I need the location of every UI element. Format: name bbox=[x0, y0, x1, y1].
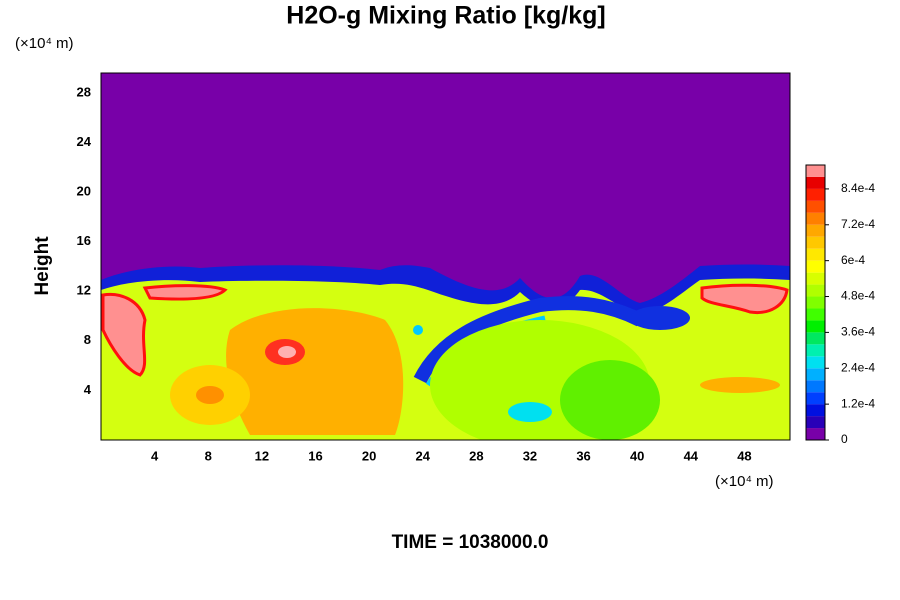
colorbar-tick-label: 8.4e-4 bbox=[841, 181, 875, 195]
y-unit: (×10⁴ m) bbox=[15, 35, 74, 52]
x-unit: (×10⁴ m) bbox=[715, 473, 774, 490]
colorbar-tick-label: 0 bbox=[841, 432, 848, 446]
x-tick-label: 20 bbox=[362, 448, 376, 463]
pink-area bbox=[700, 283, 789, 315]
blue-tongue bbox=[413, 296, 644, 384]
x-tick-label: 44 bbox=[684, 448, 699, 463]
y-tick-label: 20 bbox=[77, 183, 91, 198]
colorbar-tick-label: 2.4e-4 bbox=[841, 360, 875, 374]
colorbar-tick-label: 6e-4 bbox=[841, 253, 865, 267]
time-label: TIME = 1038000.0 bbox=[392, 532, 549, 553]
y-tick-label: 4 bbox=[84, 382, 92, 397]
colorbar-band bbox=[806, 260, 825, 273]
colorbar-frame bbox=[805, 164, 826, 441]
y-tick-label: 16 bbox=[77, 233, 91, 248]
colorbar-tick-label: 7.2e-4 bbox=[841, 217, 875, 231]
colorbar-tick-label: 1.2e-4 bbox=[841, 396, 875, 410]
orange-area bbox=[226, 308, 404, 435]
colorbar-band bbox=[806, 212, 825, 225]
green-area bbox=[560, 360, 660, 440]
colorbar-band bbox=[806, 176, 825, 189]
colorbar-band bbox=[806, 188, 825, 201]
colorbar-band bbox=[806, 236, 825, 249]
chart-title: H2O-g Mixing Ratio [kg/kg] bbox=[286, 2, 605, 30]
colorbar-band bbox=[806, 392, 825, 405]
colorbar-band bbox=[806, 308, 825, 321]
x-tick-label: 4 bbox=[151, 448, 159, 463]
pink-spot bbox=[278, 346, 296, 358]
y-axis-label: Height bbox=[32, 236, 53, 296]
colorbar-band bbox=[806, 428, 825, 440]
pink-area bbox=[142, 284, 228, 301]
colorbar-band bbox=[806, 320, 825, 333]
x-tick-label: 32 bbox=[523, 448, 537, 463]
colorbar-band bbox=[806, 380, 825, 393]
colorbar-band bbox=[806, 272, 825, 285]
x-tick-label: 36 bbox=[576, 448, 590, 463]
orange-core bbox=[196, 386, 224, 404]
blue-pocket bbox=[630, 306, 690, 330]
x-tick-label: 28 bbox=[469, 448, 483, 463]
colorbar-band bbox=[806, 224, 825, 237]
x-tick-label: 16 bbox=[308, 448, 322, 463]
colorbar-band bbox=[806, 165, 825, 177]
colorbar-band bbox=[806, 200, 825, 213]
cyan-spot bbox=[508, 402, 552, 422]
cyan-spot bbox=[413, 325, 423, 335]
colorbar-band bbox=[806, 368, 825, 381]
colorbar-band bbox=[806, 404, 825, 417]
colorbar-band bbox=[806, 248, 825, 261]
field bbox=[100, 72, 791, 441]
y-tick-label: 28 bbox=[77, 84, 91, 99]
y-tick-label: 8 bbox=[84, 332, 91, 347]
y-tick-label: 24 bbox=[77, 134, 92, 149]
x-tick-label: 12 bbox=[255, 448, 269, 463]
plot-frame bbox=[100, 72, 791, 441]
colorbar-band bbox=[806, 344, 825, 357]
orange-streak bbox=[700, 377, 780, 393]
x-tick-label: 40 bbox=[630, 448, 644, 463]
y-tick-label: 12 bbox=[77, 283, 91, 298]
x-tick-label: 8 bbox=[205, 448, 212, 463]
colorbar-band bbox=[806, 332, 825, 345]
colorbar-band bbox=[806, 356, 825, 369]
colorbar-band bbox=[806, 296, 825, 309]
colorbar-tick-label: 3.6e-4 bbox=[841, 325, 875, 339]
x-tick-label: 24 bbox=[415, 448, 430, 463]
x-tick-label: 48 bbox=[737, 448, 751, 463]
colorbar-band bbox=[806, 284, 825, 297]
colorbar-band bbox=[806, 416, 825, 429]
colorbar-tick-label: 4.8e-4 bbox=[841, 289, 875, 303]
pink-area bbox=[101, 292, 147, 377]
